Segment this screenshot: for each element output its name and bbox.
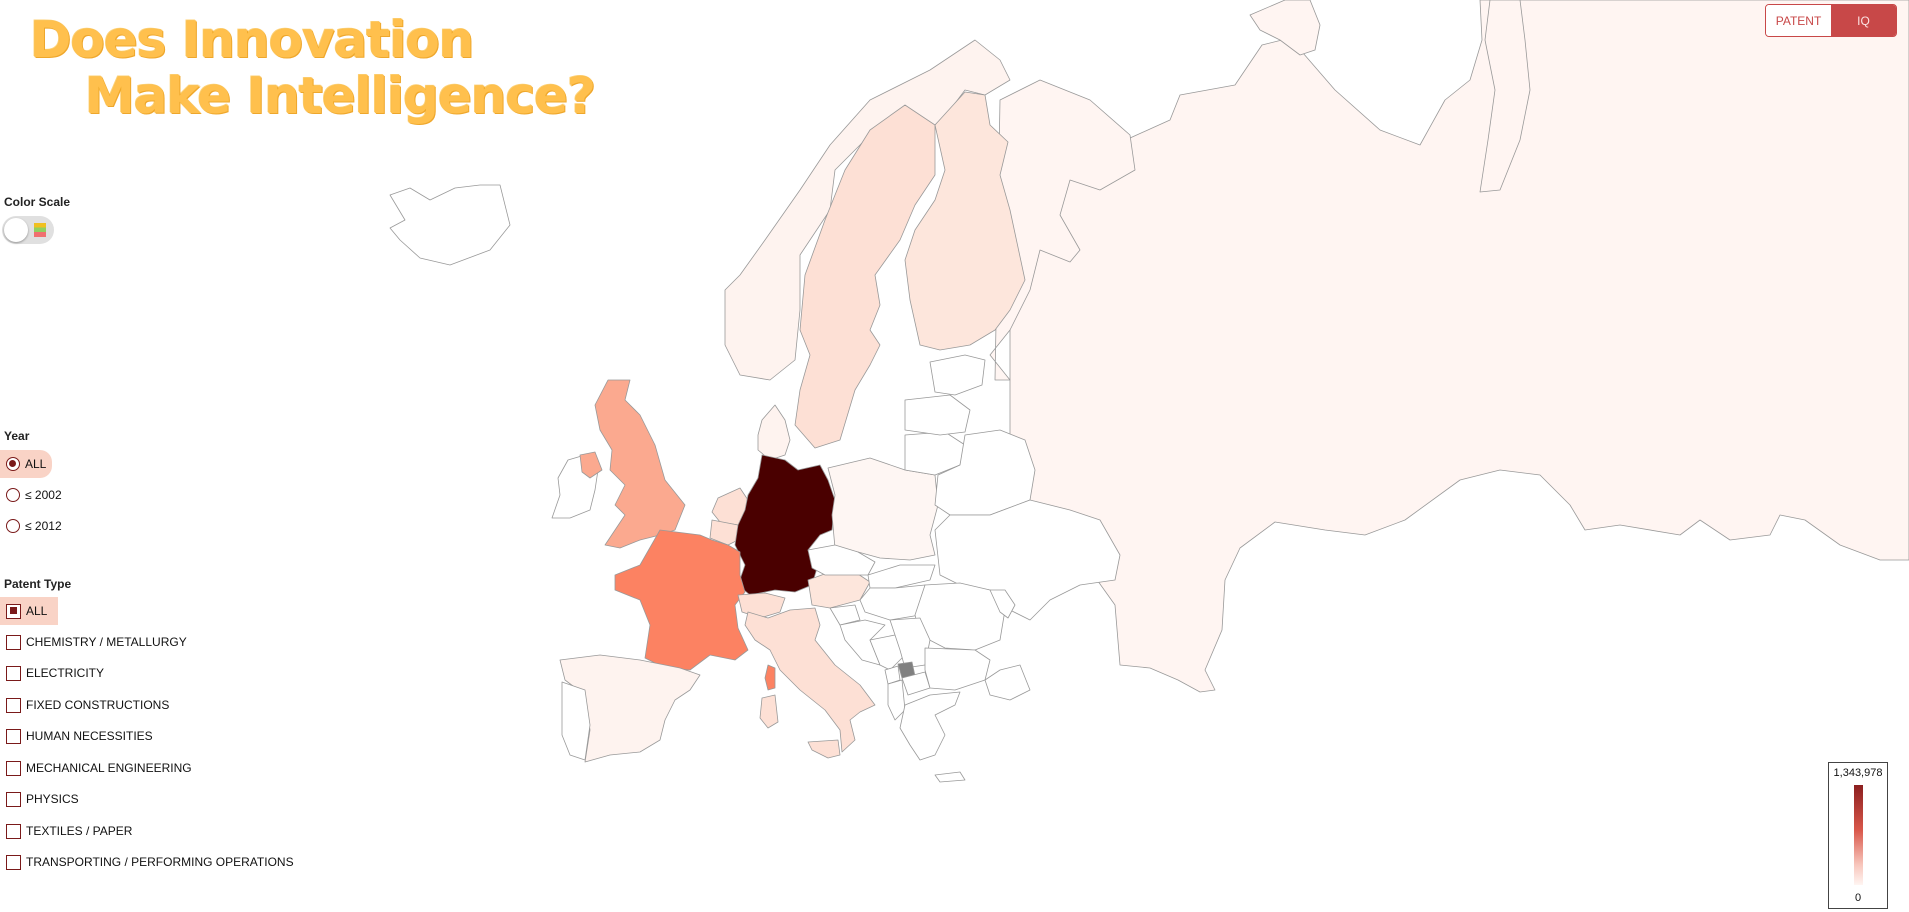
country-belgium[interactable] — [709, 519, 743, 546]
app-title-line1: Does Innovation — [30, 11, 474, 69]
color-scale-toggle[interactable] — [2, 216, 54, 244]
country-italy[interactable] — [744, 607, 876, 753]
checkbox-checked-icon[interactable] — [6, 603, 21, 619]
patent-type-option-physics[interactable]: PHYSICS — [0, 785, 85, 813]
checkbox-icon[interactable] — [6, 728, 21, 744]
country-france[interactable] — [614, 529, 749, 671]
checkbox-icon[interactable] — [6, 760, 21, 776]
year-option-all[interactable]: ALL — [0, 450, 53, 478]
patent-type-option-mechanical-engineering[interactable]: MECHANICAL ENGINEERING — [0, 754, 198, 782]
legend-gradient-bar — [1854, 785, 1863, 885]
country-italy-sardinia[interactable] — [759, 694, 779, 729]
patent-type-option-label: ELECTRICITY — [26, 666, 105, 680]
country-russia-islands[interactable] — [1249, 0, 1321, 56]
patent-type-option-label: PHYSICS — [26, 792, 79, 806]
palette-swatch-icon — [34, 223, 46, 237]
radio-selected-icon[interactable] — [6, 457, 20, 471]
color-legend: 1,343,978 0 — [1828, 762, 1888, 909]
checkbox-icon[interactable] — [6, 634, 21, 650]
patent-type-option-label: MECHANICAL ENGINEERING — [26, 761, 192, 775]
year-option-label: ≤ 2012 — [25, 519, 62, 533]
patent-type-option-label: FIXED CONSTRUCTIONS — [26, 698, 170, 712]
country-bulgaria[interactable] — [924, 647, 991, 691]
country-slovenia[interactable] — [829, 604, 861, 626]
country-montenegro[interactable] — [884, 665, 901, 685]
app-title-line2: Make Intelligence? — [85, 67, 596, 125]
country-france-corsica[interactable] — [764, 664, 776, 691]
country-moldova[interactable] — [989, 589, 1016, 619]
country-greece-crete[interactable] — [934, 771, 966, 783]
year-option-2012[interactable]: ≤ 2012 — [0, 512, 68, 540]
patent-type-option-label: CHEMISTRY / METALLURGY — [26, 635, 187, 649]
country-sweden[interactable] — [794, 104, 936, 449]
country-russia[interactable] — [959, 0, 1909, 693]
patent-type-option-textiles-paper[interactable]: TEXTILES / PAPER — [0, 817, 138, 845]
country-poland[interactable] — [827, 457, 939, 561]
country-italy-sicily[interactable] — [807, 739, 841, 759]
patent-type-option-transporting[interactable]: TRANSPORTING / PERFORMING OPERATIONS — [0, 848, 300, 876]
toggle-knob — [4, 218, 28, 242]
radio-icon[interactable] — [6, 488, 20, 502]
mode-toggle-group: PATENT IQ — [1765, 4, 1897, 37]
country-germany[interactable] — [734, 454, 836, 596]
checkbox-icon[interactable] — [6, 823, 21, 839]
country-estonia[interactable] — [929, 354, 986, 396]
patent-type-label: Patent Type — [4, 577, 72, 591]
patent-type-option-fixed-constructions[interactable]: FIXED CONSTRUCTIONS — [0, 691, 175, 719]
country-albania[interactable] — [887, 679, 906, 721]
checkbox-icon[interactable] — [6, 791, 21, 807]
patent-type-option-label: TRANSPORTING / PERFORMING OPERATIONS — [26, 855, 294, 869]
country-slovakia[interactable] — [867, 564, 936, 589]
country-latvia[interactable] — [904, 394, 971, 436]
country-portugal[interactable] — [561, 681, 591, 761]
color-scale-label: Color Scale — [4, 195, 71, 209]
country-russia-novaya-zemlya[interactable] — [1479, 0, 1531, 193]
checkbox-icon[interactable] — [6, 665, 21, 681]
country-finland[interactable] — [904, 91, 1026, 351]
patent-type-option-label: HUMAN NECESSITIES — [26, 729, 153, 743]
iq-mode-button[interactable]: IQ — [1831, 5, 1896, 36]
patent-type-option-chemistry[interactable]: CHEMISTRY / METALLURGY — [0, 628, 193, 656]
country-northern-ireland[interactable] — [579, 451, 603, 479]
year-option-2002[interactable]: ≤ 2002 — [0, 481, 68, 509]
checkbox-icon[interactable] — [6, 697, 21, 713]
checkbox-icon[interactable] — [6, 854, 21, 870]
country-serbia[interactable] — [889, 617, 931, 669]
country-greece[interactable] — [899, 691, 961, 761]
legend-max-label: 1,343,978 — [1833, 767, 1883, 779]
patent-type-option-human-necessities[interactable]: HUMAN NECESSITIES — [0, 722, 159, 750]
patent-type-option-electricity[interactable]: ELECTRICITY — [0, 659, 110, 687]
country-turkey[interactable] — [984, 664, 1031, 701]
country-switzerland[interactable] — [737, 592, 786, 619]
country-united-kingdom[interactable] — [594, 379, 686, 549]
year-option-label: ALL — [25, 457, 47, 471]
patent-type-option-label: ALL — [26, 604, 48, 618]
app-title: Does Innovation Make Intelligence? — [30, 11, 596, 125]
patent-mode-button[interactable]: PATENT — [1766, 5, 1831, 36]
radio-icon[interactable] — [6, 519, 20, 533]
legend-min-label: 0 — [1854, 892, 1862, 904]
year-option-label: ≤ 2002 — [25, 488, 62, 502]
country-iceland[interactable] — [389, 184, 511, 266]
country-bosnia[interactable] — [869, 634, 906, 671]
patent-type-option-all[interactable]: ALL — [0, 597, 58, 625]
patent-type-option-label: TEXTILES / PAPER — [26, 824, 133, 838]
year-label: Year — [4, 429, 30, 443]
country-russia-kola[interactable] — [989, 79, 1136, 381]
country-denmark[interactable] — [757, 404, 791, 461]
